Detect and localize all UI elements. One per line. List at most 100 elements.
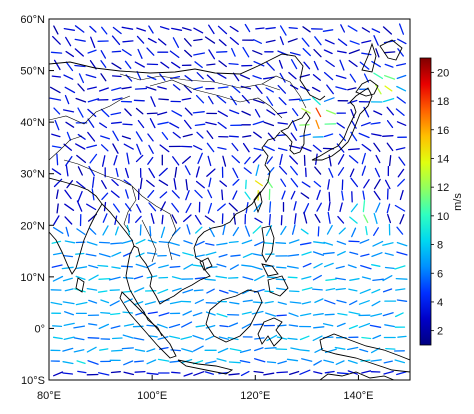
wind-vector bbox=[116, 227, 119, 235]
colorbar-gradient bbox=[420, 58, 431, 345]
wind-vector bbox=[313, 289, 323, 290]
wind-vector bbox=[137, 109, 143, 114]
wind-vector bbox=[149, 145, 153, 153]
wind-vector bbox=[172, 28, 182, 30]
wind-vector bbox=[374, 111, 382, 115]
wind-vector bbox=[219, 40, 226, 46]
wind-vector bbox=[352, 228, 356, 236]
wind-vector bbox=[98, 266, 108, 267]
wind-vector bbox=[253, 51, 262, 55]
wind-vector bbox=[326, 289, 334, 291]
wind-vector bbox=[325, 40, 334, 44]
wind-vector bbox=[384, 289, 392, 292]
wind-vector bbox=[80, 74, 84, 83]
wind-vector bbox=[159, 39, 166, 45]
wind-vector bbox=[123, 136, 131, 139]
wind-vector bbox=[170, 267, 180, 268]
wind-vector bbox=[400, 24, 404, 34]
wind-vector bbox=[67, 132, 70, 140]
wind-vector bbox=[360, 349, 368, 351]
wind-vector bbox=[245, 192, 250, 199]
wind-vector bbox=[231, 265, 239, 269]
wind-vector bbox=[110, 301, 119, 306]
wind-vector bbox=[230, 362, 241, 363]
wind-vector bbox=[77, 156, 86, 163]
wind-vector bbox=[290, 240, 299, 243]
wind-vector bbox=[349, 312, 360, 314]
wind-vector bbox=[359, 133, 369, 137]
wind-vector bbox=[208, 190, 212, 198]
wind-vector bbox=[302, 277, 311, 279]
wind-vector bbox=[183, 28, 191, 31]
wind-vector bbox=[376, 156, 380, 163]
wind-vector bbox=[89, 167, 94, 176]
wind-vector bbox=[206, 252, 216, 255]
wind-vector bbox=[197, 167, 200, 177]
wind-vector bbox=[265, 146, 275, 150]
wind-vector bbox=[111, 243, 122, 244]
wind-vector bbox=[66, 166, 68, 176]
wind-vector bbox=[386, 268, 395, 269]
wind-vector bbox=[65, 217, 72, 224]
wind-vector bbox=[158, 112, 167, 114]
wind-vector bbox=[233, 168, 238, 177]
wind-vector bbox=[386, 180, 390, 188]
wind-vector bbox=[76, 99, 85, 102]
wind-vector bbox=[147, 349, 155, 352]
wind-vector bbox=[172, 204, 179, 212]
coast-visayas bbox=[262, 264, 278, 276]
wind-vector bbox=[75, 39, 85, 41]
wind-vector bbox=[315, 299, 323, 303]
wind-vector bbox=[374, 143, 380, 151]
wind-vector bbox=[173, 157, 179, 165]
wind-vector bbox=[87, 242, 97, 245]
wind-vector bbox=[336, 289, 345, 290]
wind-vector bbox=[256, 28, 264, 29]
wind-vector bbox=[195, 124, 204, 125]
wind-vector bbox=[112, 191, 120, 197]
wind-vector bbox=[194, 346, 204, 351]
wind-vector bbox=[246, 180, 247, 188]
wind-vector bbox=[375, 168, 379, 176]
wind-vector bbox=[89, 265, 98, 267]
wind-vector bbox=[256, 181, 263, 186]
wind-vector bbox=[141, 178, 142, 188]
wind-vector bbox=[77, 229, 85, 235]
wind-vector bbox=[241, 75, 250, 79]
wind-vector bbox=[112, 350, 123, 351]
wind-vector bbox=[114, 156, 117, 165]
wind-vector bbox=[316, 154, 317, 164]
wind-vector bbox=[336, 76, 345, 79]
wind-vector bbox=[267, 157, 272, 164]
wind-vector bbox=[325, 73, 333, 80]
wind-vector bbox=[254, 132, 262, 138]
wind-vector bbox=[171, 350, 180, 351]
wind-vector bbox=[170, 361, 179, 362]
wind-vector bbox=[338, 323, 346, 326]
wind-vector bbox=[329, 202, 330, 210]
wind-vector bbox=[294, 202, 296, 210]
wind-vector bbox=[64, 110, 74, 112]
wind-vector bbox=[184, 241, 192, 244]
wind-vector bbox=[314, 252, 324, 255]
wind-vector bbox=[195, 255, 204, 257]
wind-vector bbox=[398, 336, 406, 337]
colorbar-tick-label: 4 bbox=[437, 297, 443, 309]
wind-vector bbox=[240, 361, 249, 363]
wind-vector bbox=[293, 109, 298, 116]
wind-vector bbox=[162, 215, 163, 223]
wind-vector bbox=[103, 156, 105, 166]
wind-vector bbox=[350, 156, 358, 163]
wind-vector bbox=[400, 191, 403, 200]
wind-vector bbox=[348, 26, 357, 31]
wind-vector bbox=[111, 326, 120, 328]
wind-vector bbox=[137, 28, 145, 31]
wind-vector bbox=[301, 336, 309, 339]
wind-vector bbox=[314, 62, 318, 70]
wind-vector bbox=[135, 288, 144, 292]
wind-vector bbox=[371, 123, 380, 124]
wind-vector bbox=[397, 76, 405, 79]
wind-vector bbox=[209, 97, 213, 104]
wind-vector bbox=[89, 300, 97, 303]
